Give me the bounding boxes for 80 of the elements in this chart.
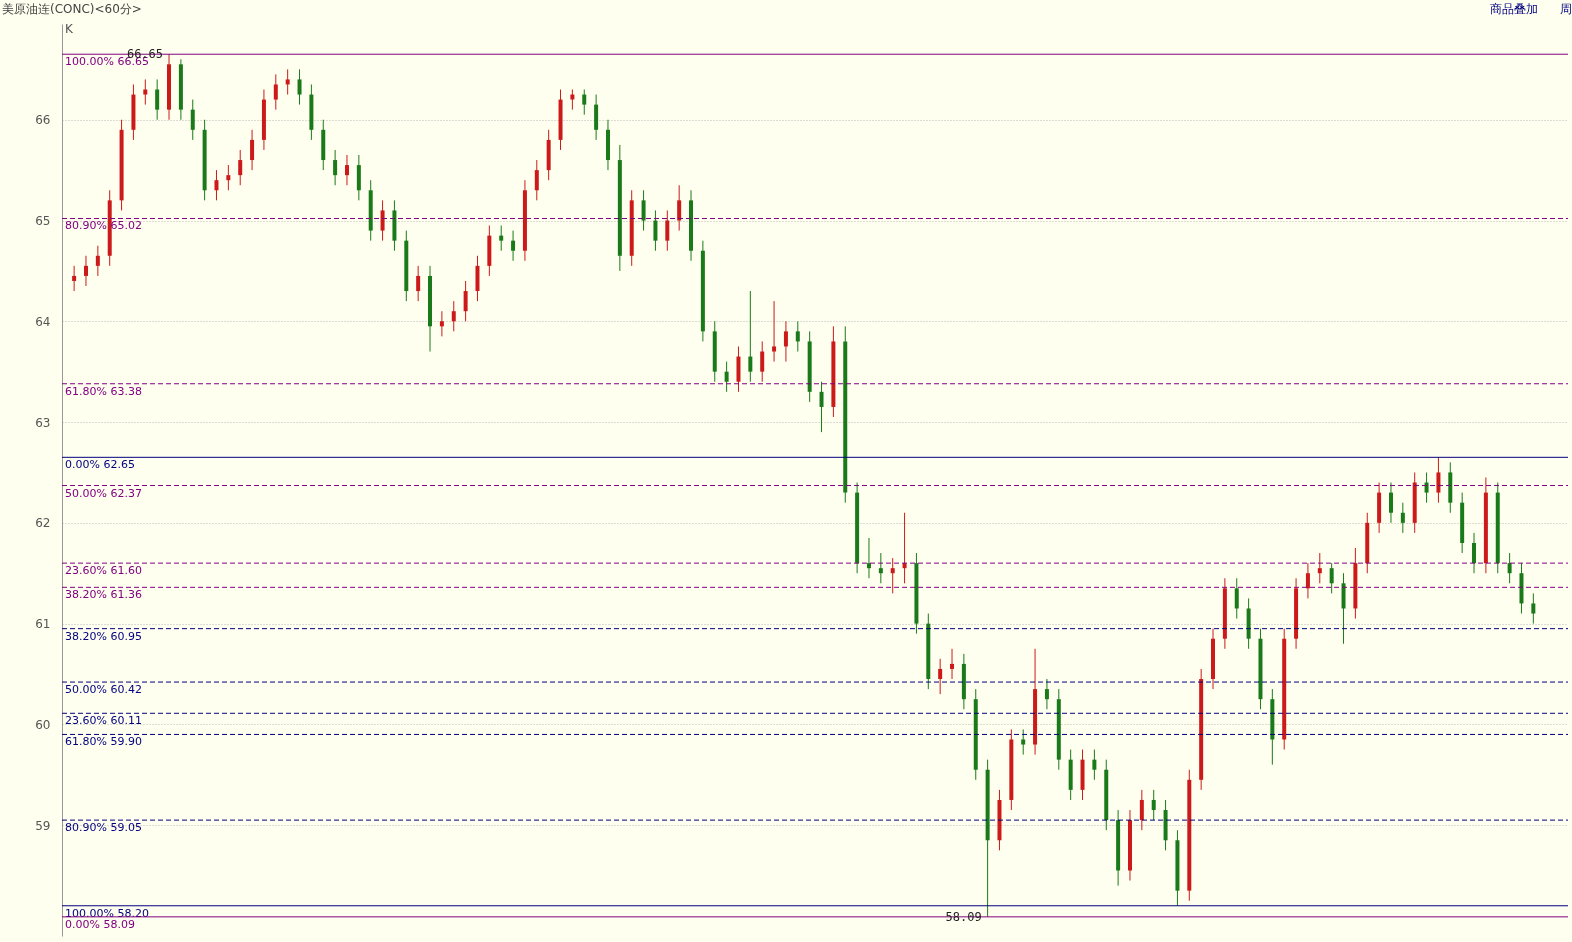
candlestick xyxy=(1234,577,1239,620)
candlestick xyxy=(748,290,753,383)
candlestick xyxy=(511,230,516,262)
candlestick xyxy=(1151,789,1156,821)
candlestick xyxy=(1507,552,1512,584)
candlestick xyxy=(1305,562,1310,599)
ref-line-label: 61.80% 63.38 xyxy=(65,384,142,398)
candlestick xyxy=(439,310,444,337)
candlestick xyxy=(285,68,290,96)
candlestick xyxy=(1472,532,1477,574)
ref-line-label: 0.00% 62.65 xyxy=(65,458,135,472)
candlestick xyxy=(380,199,385,242)
candlestick xyxy=(641,189,646,232)
text: 商品叠加 xyxy=(1490,2,1538,16)
ref-line-label: 38.20% 61.36 xyxy=(65,588,142,602)
candlestick xyxy=(819,381,824,433)
candlestick xyxy=(1329,562,1334,594)
candlestick xyxy=(1400,502,1405,534)
ref-line-label: 50.00% 62.37 xyxy=(65,486,142,500)
candlestick xyxy=(760,340,765,383)
candlestick xyxy=(582,89,587,116)
candlestick xyxy=(772,300,777,363)
candlestick xyxy=(83,255,88,287)
ref-line-label: 38.20% 60.95 xyxy=(65,629,142,643)
candlestick xyxy=(344,154,349,186)
ref-line-label: 0.00% 58.09 xyxy=(65,917,135,931)
text: 周 xyxy=(1560,2,1572,16)
y-tick-label: 60 xyxy=(35,717,51,732)
candlestick xyxy=(463,280,468,322)
annotation: K xyxy=(65,22,74,36)
y-tick-label: 66 xyxy=(35,113,51,128)
candlestick xyxy=(1388,482,1393,524)
ref-line-label: 61.80% 59.90 xyxy=(65,735,142,749)
candlestick xyxy=(950,648,955,680)
y-tick-label: 63 xyxy=(35,415,51,430)
ref-line-label: 23.60% 60.11 xyxy=(65,714,142,728)
candlestick xyxy=(1021,728,1026,756)
candlestick xyxy=(938,658,943,695)
candlestick xyxy=(890,557,895,594)
candlestick xyxy=(1139,789,1144,831)
candlestick xyxy=(1424,471,1429,504)
y-tick-label: 59 xyxy=(35,818,51,833)
candlestick xyxy=(297,68,302,106)
candlestick xyxy=(795,320,800,353)
candlestick xyxy=(451,300,456,332)
y-tick-label: 62 xyxy=(35,516,51,531)
y-tick-label: 61 xyxy=(35,617,51,632)
candlestick xyxy=(499,225,504,252)
candlestick xyxy=(143,78,148,106)
candlestick xyxy=(333,149,338,186)
candlestick xyxy=(1436,456,1441,504)
candlestick xyxy=(653,209,658,252)
candlestick xyxy=(677,184,682,232)
candlestick xyxy=(724,361,729,393)
ref-line-label: 80.90% 59.05 xyxy=(65,821,142,835)
candlestick xyxy=(72,265,77,292)
candlestick xyxy=(783,320,788,363)
y-tick-label: 65 xyxy=(35,214,51,229)
candlestick xyxy=(1044,678,1049,710)
candlestick xyxy=(1317,552,1322,584)
candlestick xyxy=(190,99,195,141)
candlestick xyxy=(214,169,219,201)
candlestick xyxy=(95,245,100,277)
ref-line-label: 23.60% 61.60 xyxy=(65,564,142,578)
y-tick-label: 64 xyxy=(35,314,51,329)
chart-title: 美原油连(CONC)<60分> xyxy=(2,2,142,16)
candlestick xyxy=(250,129,255,171)
candlestick xyxy=(665,209,670,252)
candlestick xyxy=(866,537,871,579)
candlestick xyxy=(238,149,243,186)
candlestick xyxy=(570,89,575,111)
candlestick xyxy=(273,73,278,111)
candlestick xyxy=(878,552,883,584)
ref-line-label: 50.00% 60.42 xyxy=(65,683,142,697)
candlestick xyxy=(1092,749,1097,781)
candlestick xyxy=(416,265,421,302)
candlestick xyxy=(226,164,231,191)
candlestick xyxy=(155,78,160,121)
candlestick xyxy=(1531,592,1536,625)
candlestick xyxy=(534,159,539,201)
